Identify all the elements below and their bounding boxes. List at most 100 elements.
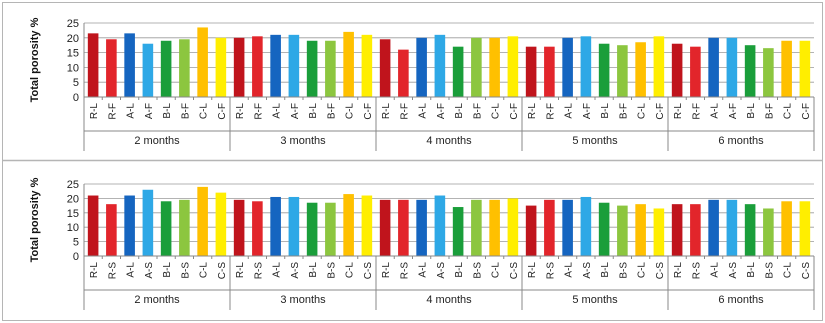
- x-tick-label: C-L: [199, 262, 210, 279]
- x-tick-label: A-L: [710, 103, 721, 119]
- x-tick-label: C-L: [199, 103, 210, 120]
- bar: [489, 199, 500, 256]
- x-tick-label: A-L: [564, 262, 575, 278]
- x-tick-label: C-L: [637, 262, 648, 279]
- bar: [270, 34, 281, 97]
- x-tick-label: B-L: [454, 262, 465, 278]
- y-tick-label: 20: [67, 193, 79, 205]
- group-label: 5 months: [572, 135, 618, 147]
- x-tick-label: R-L: [235, 262, 246, 279]
- group-label: 4 months: [426, 135, 472, 147]
- x-tick-label: C-F: [509, 103, 520, 120]
- bar: [617, 45, 628, 97]
- y-tick-label: 15: [67, 48, 79, 60]
- x-tick-label: C-L: [345, 262, 356, 279]
- x-tick-label: B-F: [764, 103, 775, 119]
- group-label: 5 months: [572, 294, 618, 306]
- x-tick-label: A-S: [582, 262, 593, 279]
- bar: [525, 46, 537, 97]
- y-tick-label: 0: [73, 92, 79, 104]
- group-labels: 2 months 3 months 4 months 5 months 6 months: [134, 294, 764, 306]
- x-tick-label: R-S: [691, 262, 702, 280]
- bar: [252, 201, 263, 256]
- x-tick-label: R-L: [673, 103, 684, 120]
- bar: [416, 199, 427, 256]
- x-tick-label: C-L: [637, 103, 648, 120]
- bar: [325, 202, 336, 256]
- bar: [215, 192, 227, 256]
- x-tick-label: C-F: [655, 103, 666, 120]
- x-tick-label: A-F: [144, 103, 155, 119]
- bar: [179, 39, 190, 97]
- y-tick-label: 20: [67, 33, 79, 45]
- bar: [106, 39, 117, 97]
- x-tick-label: B-L: [600, 103, 611, 119]
- bar: [160, 40, 172, 97]
- group-labels: 2 months 3 months 4 months 5 months 6 months: [134, 135, 764, 147]
- x-tick-label: A-L: [418, 103, 429, 119]
- bar: [270, 196, 281, 256]
- bar: [343, 31, 354, 98]
- bar: [544, 199, 555, 256]
- x-tick-label: C-S: [363, 262, 374, 280]
- x-tick-label: A-L: [126, 262, 137, 278]
- x-tick-label: C-L: [345, 103, 356, 120]
- y-tick-label: 5: [73, 77, 79, 89]
- bar: [288, 34, 300, 97]
- bar: [233, 199, 245, 256]
- x-tick-label: A-L: [272, 103, 283, 119]
- bar: [416, 37, 427, 97]
- group-label: 2 months: [134, 294, 180, 306]
- x-tick-label: R-F: [545, 103, 556, 120]
- bar: [653, 208, 665, 256]
- bar: [471, 199, 482, 256]
- bar: [562, 199, 573, 256]
- x-tick-label: C-S: [217, 262, 228, 280]
- x-tick-label: B-S: [180, 262, 191, 279]
- y-tick-label: 10: [67, 62, 79, 74]
- group-label: 3 months: [280, 294, 326, 306]
- x-tick-label: B-F: [472, 103, 483, 119]
- y-tick-labels: 0 5 10 15 20 25: [67, 18, 79, 104]
- x-tick-label: C-L: [491, 103, 502, 120]
- x-tick-label: C-S: [509, 262, 520, 280]
- x-tick-label: A-F: [436, 103, 447, 119]
- bar: [690, 204, 701, 256]
- bar: [215, 37, 227, 97]
- bar: [87, 195, 99, 256]
- x-tick-label: R-L: [89, 103, 100, 120]
- x-tick-label: B-L: [162, 262, 173, 278]
- x-tick-label: B-S: [618, 262, 629, 279]
- bar: [179, 199, 190, 256]
- x-tick-label: B-L: [600, 262, 611, 278]
- x-tick-label: A-L: [272, 262, 283, 278]
- axes-frame: [83, 23, 815, 151]
- bar: [507, 36, 519, 97]
- bar: [799, 40, 811, 97]
- bar: [744, 45, 756, 97]
- bar: [343, 194, 354, 256]
- bar: [580, 196, 592, 256]
- x-tick-label: R-F: [691, 103, 702, 120]
- bar: [471, 37, 482, 97]
- bar: [124, 195, 135, 256]
- bar: [124, 33, 135, 97]
- bar: [142, 43, 154, 97]
- bar: [525, 205, 537, 256]
- bar: [598, 43, 610, 97]
- x-tick-label: R-L: [235, 103, 246, 120]
- x-tick-label: R-S: [399, 262, 410, 280]
- x-tick-label: R-L: [89, 262, 100, 279]
- bar: [398, 199, 409, 256]
- bar: [379, 39, 391, 97]
- x-tick-label: R-L: [673, 262, 684, 279]
- x-tick-label: R-F: [399, 103, 410, 120]
- x-tick-label: A-F: [290, 103, 301, 119]
- x-tick-label: R-L: [381, 103, 392, 120]
- bar: [452, 207, 464, 256]
- bar: [671, 204, 683, 256]
- bar: [233, 37, 245, 97]
- x-tick-label: C-L: [491, 262, 502, 279]
